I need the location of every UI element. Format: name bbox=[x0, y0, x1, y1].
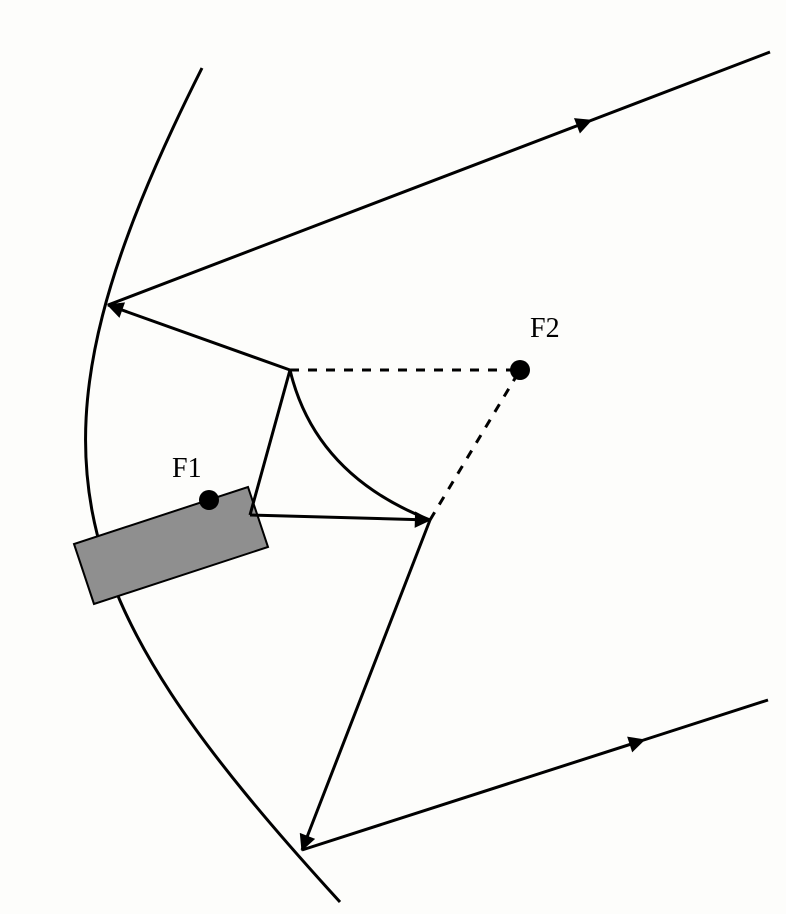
detector-box bbox=[74, 487, 268, 604]
ray-3 bbox=[108, 52, 770, 305]
ray-2 bbox=[108, 305, 290, 370]
ray-5 bbox=[302, 700, 768, 850]
ray-0 bbox=[250, 515, 430, 520]
ray-4 bbox=[302, 520, 430, 850]
primary-mirror-curve bbox=[86, 68, 340, 902]
diagram-stage: F1 F2 bbox=[0, 0, 786, 914]
ray-1 bbox=[250, 370, 290, 515]
focus-point-f2 bbox=[510, 360, 530, 380]
secondary-mirror-arc bbox=[290, 370, 430, 520]
optics-diagram bbox=[0, 0, 786, 914]
focus-point-f1 bbox=[199, 490, 219, 510]
dashed-ray-1 bbox=[430, 370, 520, 520]
